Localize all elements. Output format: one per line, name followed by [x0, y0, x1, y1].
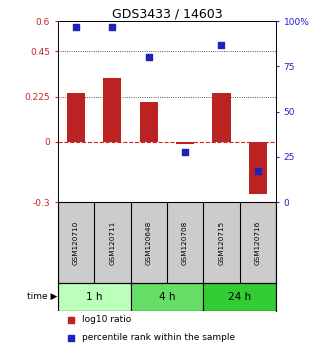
Bar — [176, 142, 194, 144]
Text: GSM120716: GSM120716 — [255, 220, 261, 264]
Point — [219, 42, 224, 47]
Text: 4 h: 4 h — [159, 292, 175, 302]
Text: GSM120708: GSM120708 — [182, 220, 188, 264]
Bar — [249, 142, 267, 194]
Bar — [131, 282, 203, 311]
Text: GSM120648: GSM120648 — [146, 220, 152, 264]
Bar — [140, 102, 158, 142]
Point — [110, 24, 115, 29]
Bar — [58, 282, 131, 311]
Bar — [103, 78, 121, 142]
Text: GSM120710: GSM120710 — [73, 220, 79, 264]
Bar — [203, 282, 276, 311]
Text: log10 ratio: log10 ratio — [82, 315, 131, 324]
Text: GSM120711: GSM120711 — [109, 220, 115, 264]
Text: 24 h: 24 h — [228, 292, 251, 302]
Title: GDS3433 / 14603: GDS3433 / 14603 — [112, 7, 222, 20]
Point — [68, 335, 74, 341]
Bar — [213, 93, 230, 142]
Point — [74, 24, 79, 29]
Point — [183, 149, 188, 154]
Point — [68, 317, 74, 322]
Text: GSM120715: GSM120715 — [219, 220, 224, 264]
Point — [146, 55, 151, 60]
Text: percentile rank within the sample: percentile rank within the sample — [82, 333, 235, 342]
Point — [255, 169, 260, 174]
Text: time ▶: time ▶ — [27, 292, 57, 301]
Bar — [67, 93, 85, 142]
Text: 1 h: 1 h — [86, 292, 102, 302]
